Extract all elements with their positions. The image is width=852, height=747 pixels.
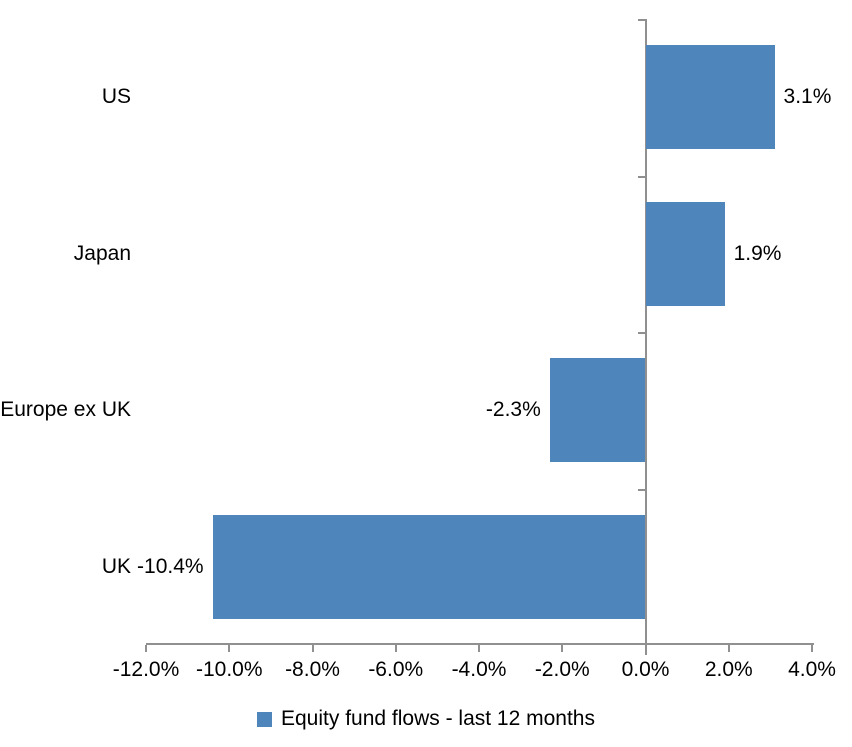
plot-area bbox=[145, 19, 814, 655]
category-axis-tick bbox=[637, 489, 645, 491]
bar-value-label: -10.4% bbox=[137, 554, 204, 578]
x-axis-tick bbox=[228, 645, 231, 652]
x-axis-tick bbox=[311, 645, 314, 652]
category-label-us: US bbox=[101, 85, 131, 109]
x-tick-label: -6.0% bbox=[368, 658, 424, 681]
value-axis-line bbox=[146, 643, 814, 645]
x-tick-label: 0.0% bbox=[621, 658, 670, 681]
bar-us bbox=[645, 45, 775, 149]
x-tick-label: -2.0% bbox=[534, 658, 590, 681]
x-axis-tick bbox=[811, 645, 813, 652]
x-tick-label: -10.0% bbox=[195, 658, 263, 681]
category-axis-line bbox=[644, 19, 647, 655]
x-axis-tick bbox=[145, 645, 147, 652]
x-axis-tick bbox=[478, 645, 480, 652]
category-label-europe-ex-uk: Europe ex UK bbox=[0, 398, 131, 422]
category-axis-tick bbox=[637, 19, 645, 21]
legend-label: Equity fund flows - last 12 months bbox=[281, 707, 595, 730]
legend-swatch-icon bbox=[257, 711, 272, 727]
x-tick-label: 2.0% bbox=[704, 658, 753, 681]
x-tick-label: -8.0% bbox=[285, 658, 340, 681]
category-label-japan: Japan bbox=[73, 241, 131, 265]
bar-europe-ex-uk bbox=[549, 358, 646, 462]
x-axis-tick bbox=[561, 645, 564, 652]
category-label-uk: UK bbox=[101, 554, 131, 578]
category-axis-tick bbox=[637, 332, 645, 334]
bar-value-label: -2.3% bbox=[485, 398, 541, 422]
bar-japan bbox=[645, 202, 725, 306]
x-tick-label: -4.0% bbox=[451, 658, 507, 681]
category-axis-tick bbox=[637, 176, 645, 178]
bar-value-label: 3.1% bbox=[783, 85, 832, 109]
legend: Equity fund flows - last 12 months bbox=[0, 707, 852, 731]
bar-value-label: 1.9% bbox=[733, 241, 782, 265]
x-axis-tick bbox=[727, 645, 730, 652]
x-axis-tick bbox=[394, 645, 397, 652]
x-tick-label: 4.0% bbox=[788, 658, 836, 681]
bar-uk bbox=[212, 515, 646, 619]
x-tick-label: -12.0% bbox=[112, 658, 180, 681]
